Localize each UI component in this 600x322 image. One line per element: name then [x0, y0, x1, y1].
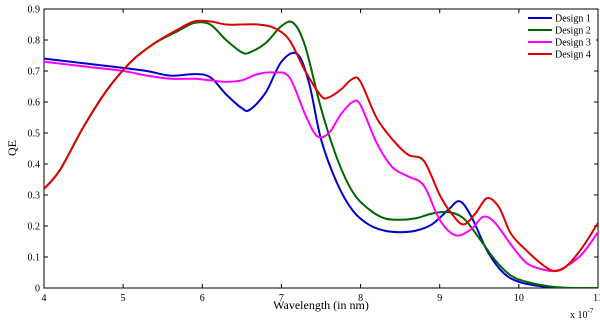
y-tick-label: 0.5	[28, 129, 41, 140]
x-multiplier-exponent: -7	[588, 307, 594, 315]
y-tick-label: 0.1	[28, 253, 41, 264]
legend-label-design-2: Design 2	[555, 26, 591, 37]
y-tick-label: 0.6	[28, 98, 41, 109]
plot-area	[43, 8, 599, 289]
y-tick-label: 0.3	[28, 191, 41, 202]
x-tick-label: 9	[437, 293, 442, 304]
x-tick-label: 5	[121, 293, 126, 304]
series-line-design-4	[44, 19, 598, 272]
x-tick-label: 6	[200, 293, 205, 304]
x-tick-label: 10	[514, 293, 524, 304]
x-multiplier-base: x 10	[570, 310, 588, 321]
y-tick-label: 0.4	[28, 160, 41, 171]
legend-label-design-1: Design 1	[555, 14, 591, 25]
legend-label-design-4: Design 4	[555, 50, 591, 61]
legend-label-design-3: Design 3	[555, 38, 591, 49]
x-tick-label: 11	[593, 293, 600, 304]
x-multiplier-label: x 10-7	[570, 307, 594, 321]
y-tick-label: 0.9	[28, 5, 41, 16]
series-line-design-3	[44, 60, 598, 273]
x-tick-labels: 4 5 6 7 8 9 10 11	[42, 293, 600, 304]
y-tick-label: 0.8	[28, 36, 41, 47]
y-tick-label: 0.7	[28, 67, 41, 78]
x-tick-label: 7	[279, 293, 284, 304]
y-tick-label: 0.2	[28, 222, 41, 233]
series-lines	[44, 19, 598, 288]
y-axis-label: QE	[5, 140, 19, 156]
legend-box	[524, 11, 596, 69]
x-axis-label: Wavelength (in nm)	[273, 298, 369, 312]
y-tick-label: 0	[35, 284, 40, 295]
x-tick-label: 4	[42, 293, 47, 304]
y-tick-labels: 0 0.1 0.2 0.3 0.4 0.5 0.6 0.7 0.8 0.9	[28, 5, 41, 295]
x-tick-label: 8	[358, 293, 363, 304]
